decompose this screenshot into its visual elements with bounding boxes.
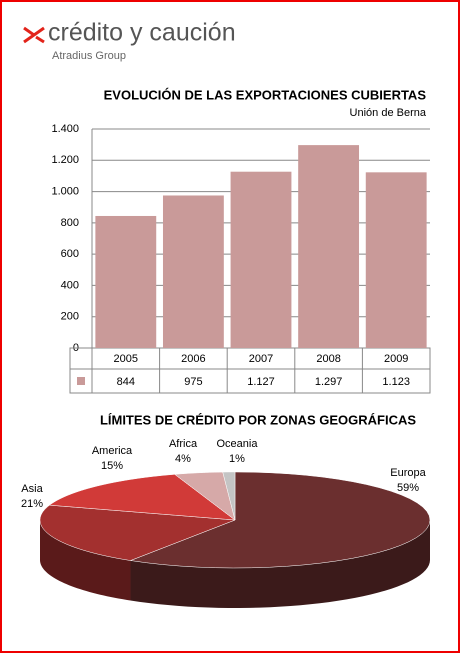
slice-value: 4%: [175, 453, 191, 465]
legend-swatch: [77, 377, 85, 385]
slice-side: [40, 520, 131, 601]
logo: crédito y caución: [48, 19, 236, 47]
bar: [230, 171, 292, 348]
x-tick-label: 2009: [384, 353, 408, 365]
x-tick-label: 2007: [249, 353, 273, 365]
y-tick-label: 400: [61, 279, 79, 291]
chart-title: EVOLUCIÓN DE LAS EXPORTACIONES CUBIERTAS: [104, 87, 427, 102]
chart-subtitle: Unión de Berna: [350, 107, 427, 119]
logo-mark: [23, 26, 45, 44]
slice-label: Africa: [169, 438, 198, 450]
bar: [162, 195, 224, 348]
slice-value: 21%: [21, 498, 43, 510]
x-tick-label: 2005: [114, 353, 138, 365]
slice-label: Oceania: [217, 438, 259, 450]
slice-value: 1%: [229, 453, 245, 465]
chart-title: LÍMITES DE CRÉDITO POR ZONAS GEOGRÁFICAS: [100, 412, 416, 427]
slice: [222, 471, 236, 521]
data-label: 975: [184, 376, 202, 388]
y-tick-label: 1.000: [51, 185, 79, 197]
slice-value: 15%: [101, 460, 123, 472]
bar: [365, 172, 427, 348]
bar: [298, 145, 360, 348]
x-tick-label: 2008: [316, 353, 340, 365]
y-tick-label: 1.400: [51, 123, 79, 135]
data-label: 1.127: [247, 376, 275, 388]
slice: [129, 471, 431, 569]
slice-side: [130, 520, 430, 608]
y-tick-label: 800: [61, 217, 79, 229]
slice-label: Europa: [390, 467, 426, 479]
x-tick-label: 2006: [181, 353, 205, 365]
y-tick-label: 1.200: [51, 154, 79, 166]
y-tick-label: 600: [61, 248, 79, 260]
data-label: 1.123: [382, 376, 410, 388]
slice-label: Asia: [21, 483, 43, 495]
slice-value: 59%: [397, 482, 419, 494]
slice: [48, 474, 236, 521]
tagline: Atradius Group: [52, 50, 126, 62]
data-label: 1.297: [315, 376, 343, 388]
slice-label: America: [92, 445, 133, 457]
bar: [95, 215, 157, 348]
slice: [39, 504, 236, 561]
data-label: 844: [117, 376, 135, 388]
slice: [174, 471, 236, 521]
y-tick-label: 200: [61, 311, 79, 323]
